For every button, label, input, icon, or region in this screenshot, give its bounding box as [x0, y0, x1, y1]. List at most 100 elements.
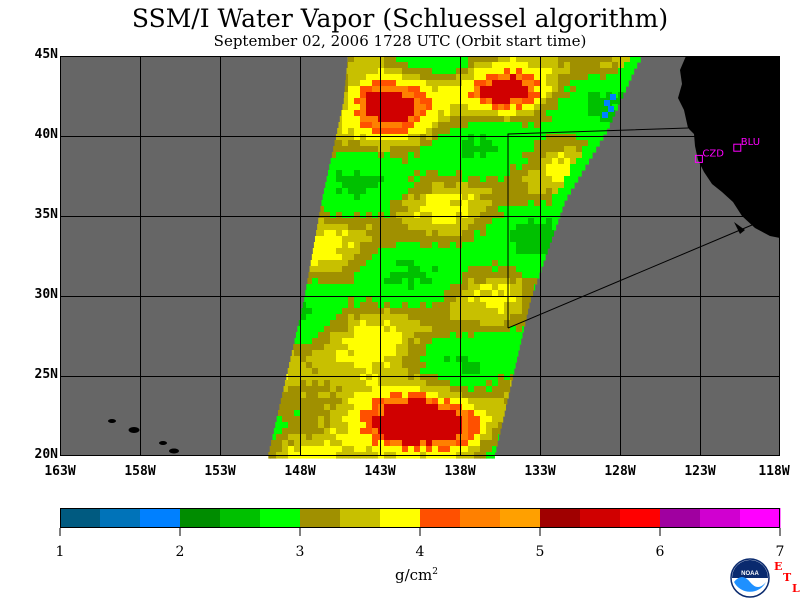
swath-pixel — [324, 428, 331, 435]
swath-pixel — [408, 278, 415, 285]
swath-pixel — [396, 266, 403, 273]
swath-pixel — [312, 380, 319, 387]
swath-pixel — [372, 86, 379, 93]
swath-pixel — [432, 62, 439, 69]
swath-pixel — [600, 68, 607, 75]
swath-pixel — [414, 404, 421, 411]
swath-pixel — [450, 416, 457, 423]
swath-pixel — [408, 368, 415, 375]
swath-pixel — [540, 260, 544, 267]
swath-pixel — [390, 188, 397, 195]
swath-pixel — [414, 356, 421, 363]
swath-pixel — [522, 224, 529, 231]
swath-pixel — [480, 116, 487, 123]
swath-pixel — [360, 272, 367, 279]
swath-pixel — [504, 356, 511, 363]
swath-pixel — [570, 128, 577, 135]
swath-pixel — [540, 68, 547, 75]
swath-pixel — [354, 242, 361, 249]
swath-pixel — [438, 236, 445, 243]
swath-pixel — [498, 194, 505, 201]
swath-pixel — [534, 182, 541, 189]
swath-pixel — [468, 248, 475, 255]
swath-pixel — [426, 398, 433, 405]
swath-pixel — [372, 392, 379, 399]
swath-pixel — [312, 446, 319, 453]
swath-pixel — [426, 278, 433, 285]
swath-pixel — [354, 206, 361, 213]
swath-pixel — [522, 218, 529, 225]
swath-pixel — [450, 242, 457, 249]
swath-pixel — [462, 422, 469, 429]
swath-pixel — [498, 428, 501, 435]
latitude-label: 35N — [34, 207, 58, 222]
swath-pixel — [366, 380, 373, 387]
swath-pixel — [333, 146, 337, 153]
swath-pixel — [522, 242, 529, 249]
swath-pixel — [552, 110, 559, 117]
swath-pixel — [438, 146, 445, 153]
swath-pixel — [438, 440, 445, 447]
swath-pixel — [498, 200, 505, 207]
swath-pixel — [330, 314, 337, 321]
swath-pixel — [450, 248, 457, 255]
swath-pixel — [426, 152, 433, 159]
swath-pixel — [456, 80, 463, 87]
swath-pixel — [414, 146, 421, 153]
swath-pixel — [414, 170, 421, 177]
swath-pixel — [498, 290, 505, 297]
swath-pixel — [552, 152, 559, 159]
swath-pixel — [348, 290, 355, 297]
swath-pixel — [336, 422, 343, 429]
swath-pixel — [552, 104, 559, 111]
swath-pixel — [420, 134, 427, 141]
swath-pixel — [396, 86, 403, 93]
swath-pixel — [510, 224, 517, 231]
swath-pixel — [414, 200, 421, 207]
swath-pixel — [606, 68, 613, 75]
swath-pixel — [378, 440, 385, 447]
swath-pixel — [420, 158, 427, 165]
swath-pixel — [348, 266, 355, 273]
swath-pixel — [324, 266, 331, 273]
swath-pixel — [348, 320, 355, 327]
swath-pixel — [534, 86, 541, 93]
swath-pixel — [414, 86, 421, 93]
swath-pixel — [456, 290, 463, 297]
swath-pixel — [378, 272, 385, 279]
swath-pixel — [360, 314, 367, 321]
swath-pixel — [432, 350, 439, 357]
swath-pixel — [528, 128, 535, 135]
swath-pixel — [522, 308, 529, 315]
swath-pixel — [366, 422, 373, 429]
swath-pixel — [378, 398, 385, 405]
swath-pixel — [486, 302, 493, 309]
swath-pixel — [402, 158, 409, 165]
swath-pixel — [474, 74, 481, 81]
swath-pixel — [534, 284, 536, 291]
swath-pixel — [420, 308, 427, 315]
swath-pixel — [528, 92, 535, 99]
swath-pixel — [276, 422, 283, 429]
swath-pixel — [408, 86, 415, 93]
etl-letter-l: L — [792, 582, 800, 595]
swath-pixel — [516, 272, 523, 279]
swath-pixel — [366, 266, 373, 273]
swath-pixel — [396, 218, 403, 225]
swath-pixel — [516, 146, 523, 153]
swath-pixel — [354, 122, 361, 129]
swath-pixel — [480, 398, 487, 405]
swath-pixel — [456, 206, 463, 213]
swath-pixel — [354, 188, 361, 195]
swath-pixel — [480, 62, 487, 69]
swath-pixel — [426, 374, 433, 381]
swath-pixel — [360, 134, 367, 141]
swath-pixel — [492, 416, 499, 423]
swath-pixel — [468, 140, 475, 147]
swath-pixel — [444, 116, 451, 123]
swath-pixel — [480, 74, 487, 81]
swath-pixel — [480, 104, 487, 111]
swath-pixel — [330, 164, 337, 171]
swath-pixel — [360, 380, 367, 387]
swath-pixel — [378, 152, 385, 159]
